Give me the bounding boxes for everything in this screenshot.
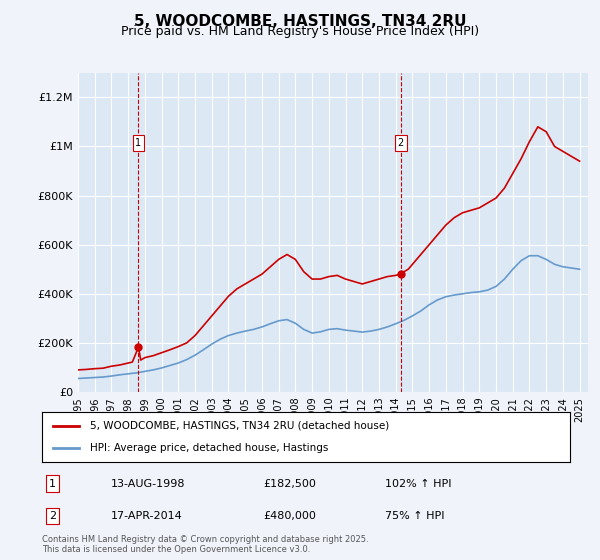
Text: 102% ↑ HPI: 102% ↑ HPI xyxy=(385,479,452,489)
Text: 17-APR-2014: 17-APR-2014 xyxy=(110,511,182,521)
Text: Contains HM Land Registry data © Crown copyright and database right 2025.
This d: Contains HM Land Registry data © Crown c… xyxy=(42,535,368,554)
Text: 1: 1 xyxy=(49,479,56,489)
Text: 13-AUG-1998: 13-AUG-1998 xyxy=(110,479,185,489)
Text: 75% ↑ HPI: 75% ↑ HPI xyxy=(385,511,445,521)
Text: HPI: Average price, detached house, Hastings: HPI: Average price, detached house, Hast… xyxy=(89,443,328,453)
Text: £480,000: £480,000 xyxy=(264,511,317,521)
Text: Price paid vs. HM Land Registry's House Price Index (HPI): Price paid vs. HM Land Registry's House … xyxy=(121,25,479,38)
Text: 1: 1 xyxy=(136,138,142,148)
Text: 5, WOODCOMBE, HASTINGS, TN34 2RU: 5, WOODCOMBE, HASTINGS, TN34 2RU xyxy=(134,14,466,29)
Text: £182,500: £182,500 xyxy=(264,479,317,489)
Text: 2: 2 xyxy=(397,138,404,148)
Text: 5, WOODCOMBE, HASTINGS, TN34 2RU (detached house): 5, WOODCOMBE, HASTINGS, TN34 2RU (detach… xyxy=(89,421,389,431)
Text: 2: 2 xyxy=(49,511,56,521)
